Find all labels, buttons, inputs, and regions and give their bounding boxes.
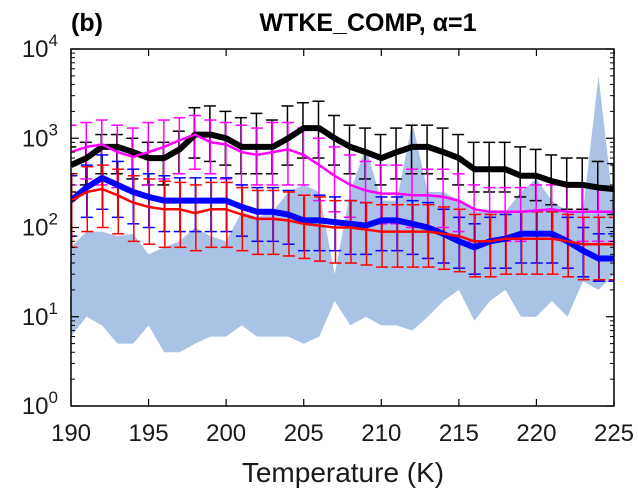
y-tick-label: 103 bbox=[22, 120, 58, 152]
chart-title: WTKE_COMP, α=1 bbox=[259, 9, 476, 37]
x-tick-label: 225 bbox=[594, 420, 634, 447]
y-tick-label: 102 bbox=[22, 210, 58, 242]
panel-label: (b) bbox=[71, 9, 103, 37]
x-tick-label: 210 bbox=[361, 420, 401, 447]
spread-band bbox=[71, 75, 614, 353]
series-layer bbox=[71, 100, 614, 282]
x-tick-label: 190 bbox=[51, 420, 91, 447]
y-tick-label: 100 bbox=[22, 388, 58, 420]
band-layer bbox=[71, 75, 614, 353]
tick-layer: 190 195 200 205 210 215 220 225 100 101 102 103 104 bbox=[22, 31, 634, 447]
x-tick-label: 205 bbox=[284, 420, 324, 447]
x-tick-label: 195 bbox=[129, 420, 169, 447]
x-tick-label: 200 bbox=[206, 420, 246, 447]
series-line-2 bbox=[71, 174, 614, 262]
plot-area: 190 195 200 205 210 215 220 225 100 101 102 103 104 bbox=[22, 31, 634, 447]
x-axis-label: Temperature (K) bbox=[242, 457, 444, 488]
y-tick-label: 104 bbox=[22, 31, 58, 63]
series-line-0 bbox=[71, 125, 614, 192]
y-tick-label: 101 bbox=[22, 299, 58, 331]
x-tick-label: 215 bbox=[439, 420, 479, 447]
x-tick-label: 220 bbox=[516, 420, 556, 447]
series-line-1 bbox=[71, 133, 614, 214]
series-line-3 bbox=[71, 187, 614, 246]
